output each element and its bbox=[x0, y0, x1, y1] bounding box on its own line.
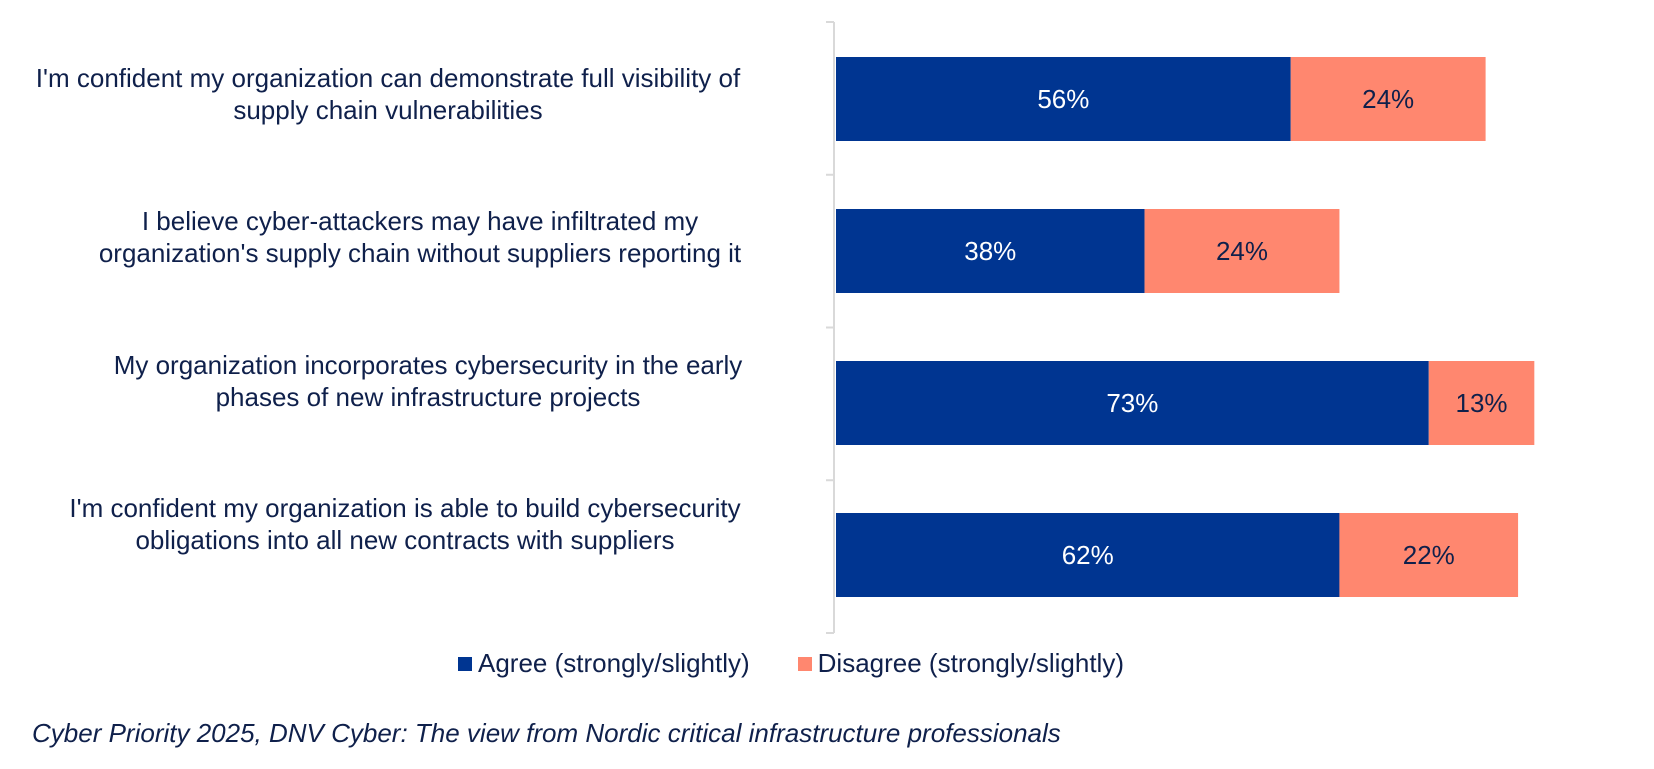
data-label-disagree-2: 24% bbox=[1216, 236, 1268, 266]
data-label-disagree-3: 13% bbox=[1456, 388, 1508, 418]
data-label-agree-2: 38% bbox=[964, 236, 1016, 266]
bar-agree-4 bbox=[836, 513, 1340, 597]
legend-swatch-disagree bbox=[797, 656, 812, 671]
bar-disagree-4 bbox=[1339, 513, 1519, 597]
bars-plot-area: 56% 24% 38% 24% 73% 13% 62% 22% bbox=[826, 21, 1535, 634]
legend-label-disagree: Disagree (strongly/slightly) bbox=[817, 648, 1124, 678]
data-label-disagree-1: 24% bbox=[1362, 84, 1414, 114]
legend-swatch-agree bbox=[458, 656, 472, 671]
legend-item-disagree[interactable]: Disagree (strongly/slightly) bbox=[797, 648, 1124, 679]
bar-agree-3 bbox=[836, 361, 1429, 445]
category-label-2: I believe cyber-attackers may have infil… bbox=[20, 205, 820, 269]
category-label-4: I'm confident my organization is able to… bbox=[5, 492, 805, 556]
data-label-disagree-4: 22% bbox=[1403, 540, 1455, 570]
category-label-4-line-1: I'm confident my organization is able to… bbox=[69, 493, 741, 523]
category-label-3: My organization incorporates cybersecuri… bbox=[28, 349, 828, 413]
bar-agree-2 bbox=[836, 209, 1145, 293]
category-label-4-line-2: obligations into all new contracts with … bbox=[135, 525, 675, 555]
bar-disagree-2 bbox=[1144, 209, 1340, 293]
legend-item-agree[interactable]: Agree (strongly/slightly) bbox=[458, 648, 750, 679]
category-label-1: I'm confident my organization can demons… bbox=[0, 62, 788, 126]
data-label-agree-1: 56% bbox=[1037, 84, 1089, 114]
legend: Agree (strongly/slightly) Disagree (stro… bbox=[458, 648, 1172, 679]
category-label-1-line-2: supply chain vulnerabilities bbox=[233, 95, 543, 125]
source-note: Cyber Priority 2025, DNV Cyber: The view… bbox=[32, 718, 1061, 748]
category-label-3-line-1: My organization incorporates cybersecuri… bbox=[113, 350, 743, 380]
bar-disagree-1 bbox=[1290, 57, 1486, 141]
data-label-agree-4: 62% bbox=[1062, 540, 1114, 570]
category-label-1-line-1: I'm confident my organization can demons… bbox=[35, 63, 741, 93]
data-label-agree-3: 73% bbox=[1106, 388, 1158, 418]
bar-agree-1 bbox=[836, 57, 1291, 141]
category-label-2-line-1: I believe cyber-attackers may have infil… bbox=[141, 206, 699, 236]
category-label-3-line-2: phases of new infrastructure projects bbox=[215, 382, 641, 412]
bar-disagree-3 bbox=[1428, 361, 1535, 445]
legend-label-agree: Agree (strongly/slightly) bbox=[478, 648, 750, 678]
category-label-2-line-2: organization's supply chain without supp… bbox=[98, 238, 742, 268]
